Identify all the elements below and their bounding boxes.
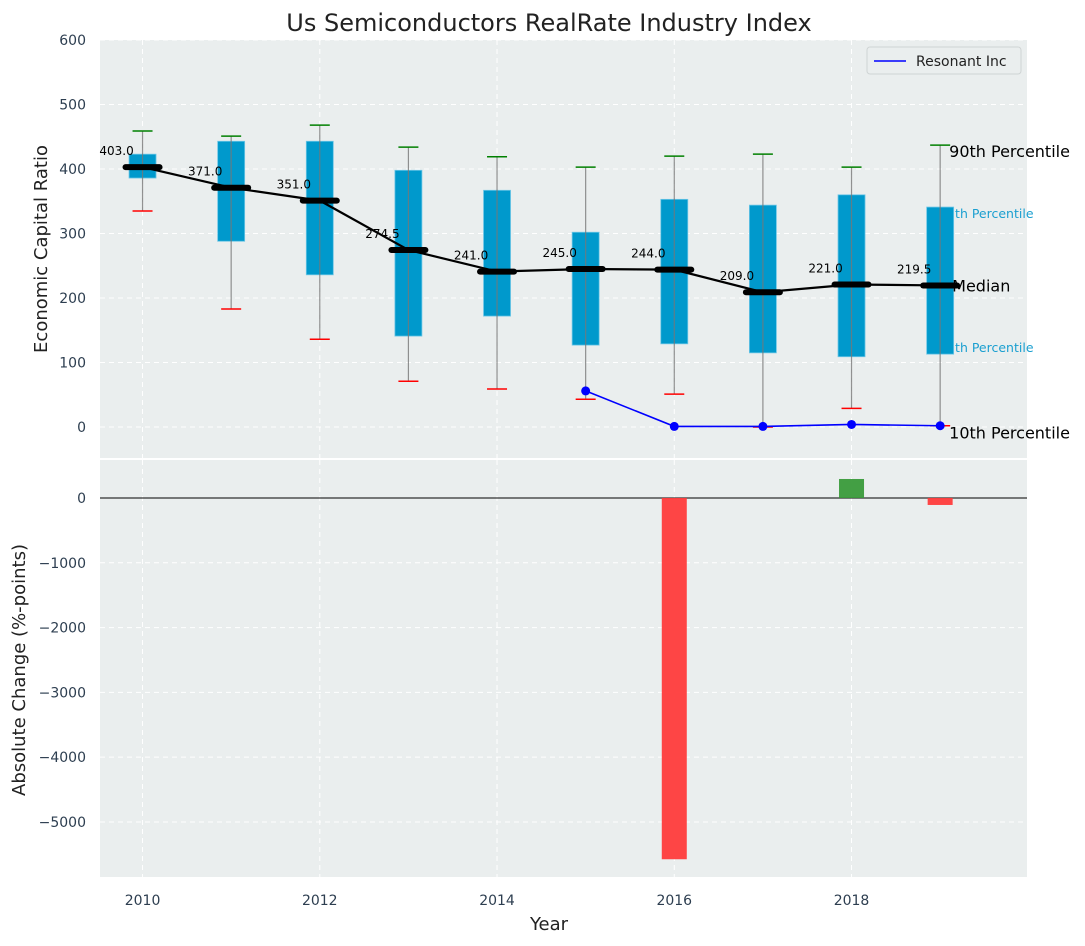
bottom-y-tick-label: −3000 bbox=[39, 685, 86, 701]
chart-title: Us Semiconductors RealRate Industry Inde… bbox=[286, 9, 811, 37]
x-tick-label: 2018 bbox=[834, 893, 870, 909]
median-value-label: 403.0 bbox=[99, 144, 133, 158]
top-y-tick-label: 300 bbox=[59, 227, 86, 243]
top-y-tick-label: 200 bbox=[59, 291, 86, 307]
annotation-90th-percentile: 90th Percentile bbox=[949, 142, 1070, 161]
series-point-resonant-inc bbox=[758, 421, 768, 431]
x-tick-label: 2014 bbox=[479, 893, 515, 909]
series-point-resonant-inc bbox=[669, 421, 679, 431]
bottom-plot-area bbox=[100, 460, 1027, 877]
legend-box bbox=[866, 46, 1022, 75]
median-value-label: 274.5 bbox=[365, 227, 399, 241]
series-point-resonant-inc bbox=[935, 421, 945, 431]
bottom-y-tick-label: −5000 bbox=[39, 815, 86, 831]
top-y-tick-label: 400 bbox=[59, 162, 86, 178]
top-y-tick-label: 500 bbox=[59, 98, 86, 114]
x-axis-label: Year bbox=[529, 914, 569, 935]
median-value-label: 241.0 bbox=[454, 249, 488, 263]
annotation-10th-percentile: 10th Percentile bbox=[949, 424, 1070, 443]
x-tick-label: 2016 bbox=[656, 893, 692, 909]
median-value-label: 221.0 bbox=[808, 261, 842, 275]
change-bar bbox=[661, 497, 687, 860]
median-value-label: 371.0 bbox=[188, 165, 222, 179]
annotation-median: Median bbox=[952, 276, 1010, 295]
median-value-label: 245.0 bbox=[542, 246, 576, 260]
top-y-tick-label: 0 bbox=[77, 420, 86, 436]
median-value-label: 209.0 bbox=[720, 269, 754, 283]
x-tick-label: 2010 bbox=[125, 893, 161, 909]
bottom-y-tick-label: 0 bbox=[77, 491, 86, 507]
top-plot-area bbox=[100, 40, 1027, 458]
series-point-resonant-inc bbox=[581, 386, 591, 396]
bottom-y-tick-label: −2000 bbox=[39, 621, 86, 637]
median-value-label: 219.5 bbox=[897, 262, 931, 276]
top-y-axis-label: Economic Capital Ratio bbox=[31, 145, 52, 353]
annotation-25th-percentile: 25th Percentile bbox=[939, 340, 1034, 355]
x-tick-label: 2012 bbox=[302, 893, 338, 909]
top-y-tick-label: 100 bbox=[59, 356, 86, 372]
bottom-y-axis-label: Absolute Change (%-points) bbox=[9, 544, 30, 796]
bottom-y-tick-label: −1000 bbox=[39, 556, 86, 572]
change-bar bbox=[927, 497, 953, 505]
median-value-label: 244.0 bbox=[631, 247, 665, 261]
bottom-y-tick-label: −4000 bbox=[39, 750, 86, 766]
series-point-resonant-inc bbox=[847, 419, 857, 429]
change-bar bbox=[839, 478, 865, 498]
median-value-label: 351.0 bbox=[277, 178, 311, 192]
median-line bbox=[142, 166, 941, 294]
top-y-tick-label: 600 bbox=[59, 33, 86, 49]
annotation-75th-percentile: 75th Percentile bbox=[939, 206, 1034, 221]
legend-label: Resonant Inc bbox=[916, 54, 1007, 70]
